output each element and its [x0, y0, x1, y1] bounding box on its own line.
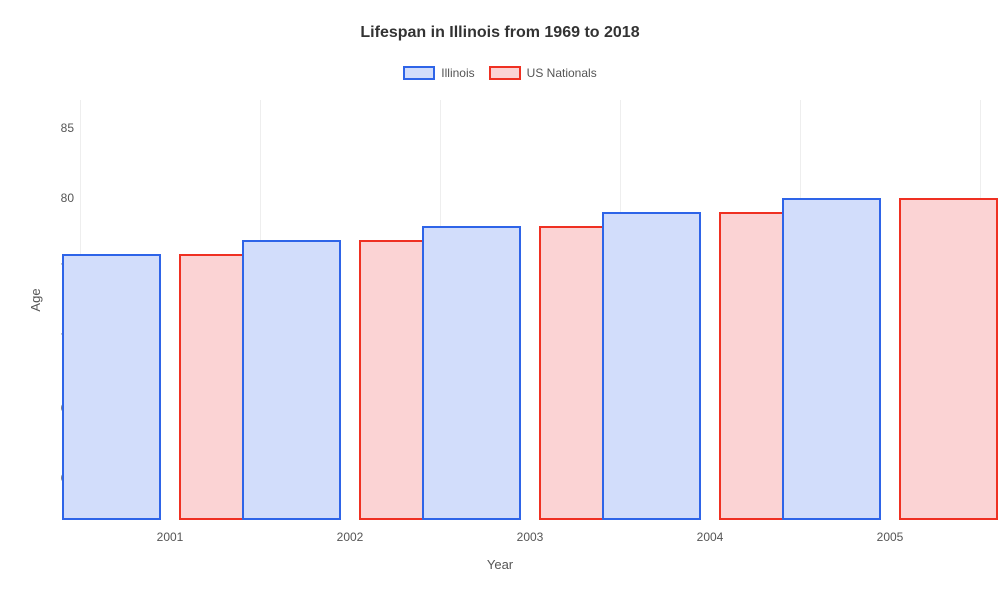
x-tick-label: 2004 — [697, 530, 724, 544]
legend-item: Illinois — [403, 66, 474, 80]
chart-container: Lifespan in Illinois from 1969 to 2018 I… — [0, 0, 1000, 600]
legend-item: US Nationals — [489, 66, 597, 80]
bar — [422, 226, 521, 520]
bar — [782, 198, 881, 520]
plot-area: 20012002200320042005606570758085 — [80, 100, 980, 520]
legend-label: Illinois — [441, 66, 474, 80]
chart-title: Lifespan in Illinois from 1969 to 2018 — [0, 24, 1000, 42]
legend-swatch — [489, 66, 521, 80]
bar — [62, 254, 161, 520]
x-tick-label: 2001 — [157, 530, 184, 544]
x-tick-label: 2002 — [337, 530, 364, 544]
bar — [242, 240, 341, 520]
legend: Illinois US Nationals — [0, 66, 1000, 80]
y-axis-label: Age — [28, 288, 43, 311]
bar — [899, 198, 998, 520]
bar — [602, 212, 701, 520]
x-axis-label: Year — [0, 557, 1000, 572]
y-tick-label: 80 — [46, 191, 74, 205]
legend-swatch — [403, 66, 435, 80]
legend-label: US Nationals — [527, 66, 597, 80]
x-tick-label: 2003 — [517, 530, 544, 544]
y-tick-label: 85 — [46, 121, 74, 135]
x-tick-label: 2005 — [877, 530, 904, 544]
